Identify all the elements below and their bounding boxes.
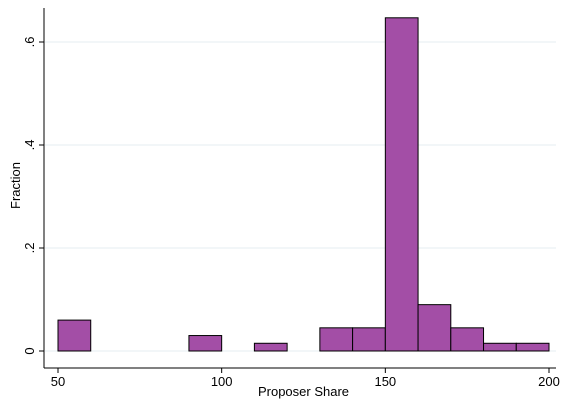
histogram-bar-3 xyxy=(319,327,354,352)
x-tick-label-0: 50 xyxy=(51,374,65,389)
histogram-bar-7 xyxy=(450,327,485,352)
histogram-bar-9 xyxy=(515,342,550,352)
grid-lines xyxy=(45,41,556,352)
x-axis-title: Proposer Share xyxy=(258,384,349,399)
axes xyxy=(43,8,556,369)
y-tick-label-1: .2 xyxy=(22,243,37,254)
histogram-bar-2 xyxy=(253,342,288,352)
x-tick-label-1: 100 xyxy=(211,374,233,389)
y-tick-label-2: .4 xyxy=(22,140,37,151)
axis-ticks: 0 .2 .4 .6 50 100 150 200 xyxy=(22,37,560,389)
histogram-bar-5 xyxy=(384,17,419,352)
histogram-bar-8 xyxy=(483,342,517,352)
y-axis-title: Fraction xyxy=(8,162,23,209)
histogram-bar-4 xyxy=(352,327,386,352)
x-tick-label-3: 200 xyxy=(538,374,560,389)
histogram-bar-0 xyxy=(57,319,92,352)
y-tick-label-0: 0 xyxy=(22,347,37,354)
x-tick-label-2: 150 xyxy=(374,374,396,389)
histogram-bar-1 xyxy=(188,335,223,352)
y-tick-label-3: .6 xyxy=(22,37,37,48)
histogram-bar-6 xyxy=(417,304,452,352)
histogram-bars xyxy=(57,17,550,352)
